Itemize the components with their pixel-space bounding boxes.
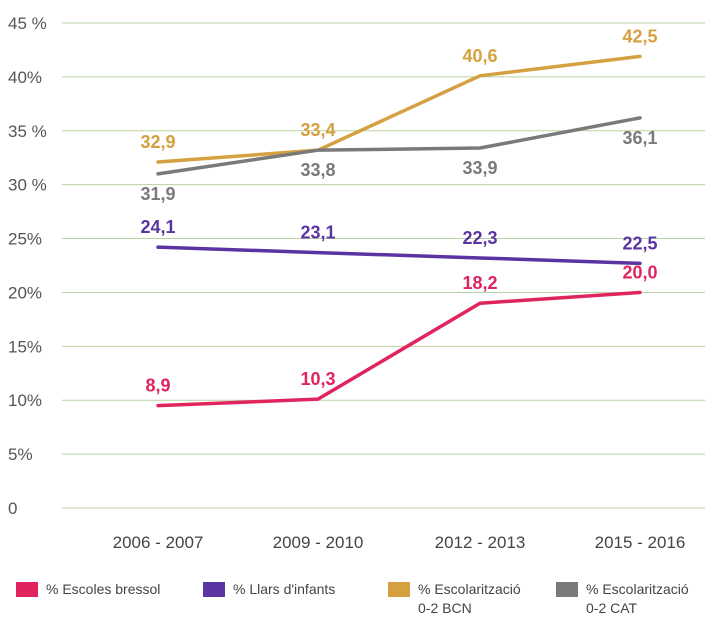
series-line-2 xyxy=(156,54,642,164)
data-labels: 8,9 10,3 18,2 20,0 24,1 23,1 22,3 22,5 32,9 33,4 4… xyxy=(140,26,657,395)
x-tick-label: 2012 - 2013 xyxy=(435,533,526,552)
y-axis-ticks: 0 5% 10% 15% 20% 25% 30 % 35 % 40% 45 % xyxy=(8,14,47,518)
data-label: 22,3 xyxy=(462,228,497,248)
legend-label: % Escoles bressol xyxy=(46,581,160,597)
legend: % Escoles bressol % Llars d'infants % Esco… xyxy=(16,581,689,616)
legend-label: % Llars d'infants xyxy=(233,581,335,597)
legend-swatch xyxy=(388,582,410,597)
data-label: 31,9 xyxy=(140,184,175,204)
y-tick-label: 10% xyxy=(8,391,42,410)
series-line-3 xyxy=(156,116,642,176)
y-tick-label: 40% xyxy=(8,68,42,87)
y-tick-label: 15% xyxy=(8,337,42,356)
series-line-0 xyxy=(156,290,642,408)
x-axis-ticks: 2006 - 2007 2009 - 2010 2012 - 2013 2015 - … xyxy=(113,533,686,552)
x-tick-label: 2009 - 2010 xyxy=(273,533,364,552)
data-label: 20,0 xyxy=(622,262,657,282)
y-tick-label: 5% xyxy=(8,445,33,464)
data-label: 33,4 xyxy=(300,120,335,140)
data-label: 36,1 xyxy=(622,128,657,148)
series-lines xyxy=(156,54,642,408)
legend-label: % Escolarització xyxy=(586,581,689,597)
data-label: 8,9 xyxy=(145,376,170,396)
legend-label: 0-2 BCN xyxy=(418,600,472,616)
data-label: 10,3 xyxy=(300,369,335,389)
legend-swatch xyxy=(203,582,225,597)
series-line-1 xyxy=(156,245,642,266)
gridlines xyxy=(62,22,705,509)
data-label: 33,8 xyxy=(300,160,335,180)
legend-swatch xyxy=(16,582,38,597)
data-label: 40,6 xyxy=(462,46,497,66)
data-label: 32,9 xyxy=(140,132,175,152)
y-tick-label: 45 % xyxy=(8,14,47,33)
legend-label: % Escolarització xyxy=(418,581,521,597)
x-tick-label: 2006 - 2007 xyxy=(113,533,204,552)
legend-label: 0-2 CAT xyxy=(586,600,638,616)
y-tick-label: 25% xyxy=(8,230,42,249)
y-tick-label: 35 % xyxy=(8,122,47,141)
data-label: 42,5 xyxy=(622,26,657,46)
x-tick-label: 2015 - 2016 xyxy=(595,533,686,552)
y-tick-label: 0 xyxy=(8,499,17,518)
data-label: 24,1 xyxy=(140,217,175,237)
data-label: 22,5 xyxy=(622,233,657,253)
y-tick-label: 30 % xyxy=(8,176,47,195)
data-label: 33,9 xyxy=(462,158,497,178)
legend-swatch xyxy=(556,582,578,597)
data-label: 23,1 xyxy=(300,223,335,243)
y-tick-label: 20% xyxy=(8,283,42,302)
data-label: 18,2 xyxy=(462,273,497,293)
